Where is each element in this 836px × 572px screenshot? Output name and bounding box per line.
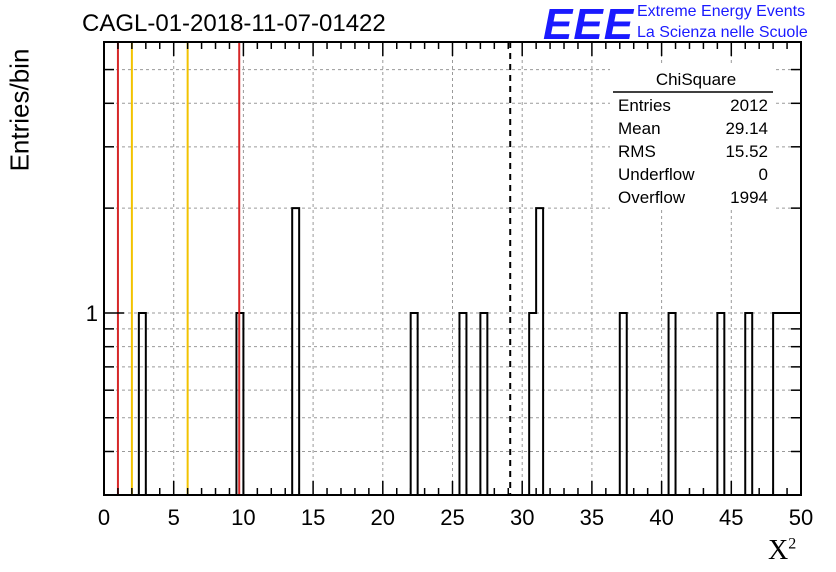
histogram-bin <box>787 313 794 495</box>
x-tick-label: 5 <box>168 505 180 530</box>
x-tick-label: 30 <box>510 505 534 530</box>
histogram-bin <box>794 313 801 495</box>
grid-layer <box>104 42 801 495</box>
x-tick-label: 35 <box>580 505 604 530</box>
x-tick-label: 20 <box>371 505 395 530</box>
stats-value: 29.14 <box>725 119 768 138</box>
stats-label: Underflow <box>618 165 695 184</box>
stats-label: Overflow <box>618 188 686 207</box>
logo-line-2: La Scienza nelle Scuole <box>637 24 808 41</box>
stats-label: RMS <box>618 142 656 161</box>
histogram-bin <box>717 313 724 495</box>
histogram-bin <box>773 313 780 495</box>
stats-value: 2012 <box>730 96 768 115</box>
stats-value: 0 <box>759 165 768 184</box>
x-tick-label: 25 <box>440 505 464 530</box>
histogram-bin <box>529 313 536 495</box>
x-tick-label: 40 <box>649 505 673 530</box>
x-tick-label: 15 <box>301 505 325 530</box>
stats-label: Entries <box>618 96 671 115</box>
x-tick-label: 0 <box>98 505 110 530</box>
lines-layer <box>116 42 512 495</box>
page-title: CAGL-01-2018-11-07-01422 <box>82 10 386 37</box>
histogram-bin <box>669 313 676 495</box>
x-tick-label: 45 <box>719 505 743 530</box>
stats-box: ChiSquare Entries 2012 Mean 29.14 RMS 15.52 Und… <box>610 66 776 210</box>
histogram-bin <box>745 313 752 495</box>
x-axis-label-text: X <box>768 535 789 566</box>
stats-background <box>610 66 776 210</box>
x-axis-label: X2 <box>768 535 796 567</box>
histogram-bin <box>780 313 787 495</box>
histogram-bin <box>411 313 418 495</box>
histogram-bin <box>480 313 487 495</box>
histogram-bin <box>620 313 627 495</box>
y-tick-label: 1 <box>86 301 98 326</box>
logo-line-1: Extreme Energy Events <box>637 3 806 20</box>
x-tick-label: 50 <box>789 505 813 530</box>
eee-logo: EEE <box>543 0 635 49</box>
stats-value: 15.52 <box>725 142 768 161</box>
stats-value: 1994 <box>730 188 768 207</box>
histogram-bin <box>459 313 466 495</box>
histogram-bin <box>139 313 146 495</box>
x-tick-label: 10 <box>231 505 255 530</box>
stats-label: Mean <box>618 119 661 138</box>
stats-title: ChiSquare <box>656 70 736 89</box>
x-axis-label-sup: 2 <box>788 535 797 553</box>
ticks-layer: 0 5 10 15 20 25 30 35 40 45 50 1 <box>86 42 813 530</box>
